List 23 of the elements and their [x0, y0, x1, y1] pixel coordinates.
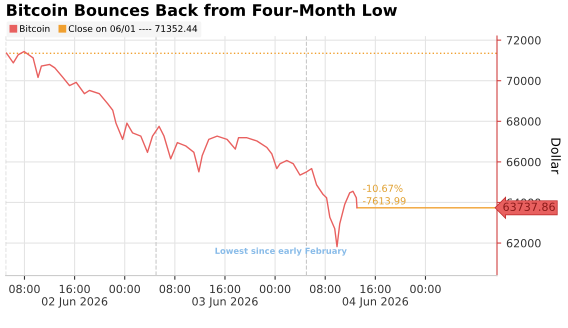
y-tick-label: 62000 — [506, 239, 541, 248]
ref-line-label: 63737.86 — [503, 202, 555, 212]
annotation: -10.67% — [362, 184, 403, 192]
x-tick-label: 00:00 — [260, 284, 290, 294]
chart-title: Bitcoin Bounces Back from Four-Month Low — [7, 4, 397, 16]
y-tick-label: 70000 — [506, 76, 541, 86]
x-tick-label: 16:00 02 Jun 2026 — [42, 284, 108, 308]
x-tick-label: 08:00 — [9, 284, 40, 294]
x-tick-label: 00:00 — [410, 284, 441, 294]
legend-label: Close on 06/01 ---- 71352.44 — [68, 25, 198, 33]
x-tick-label: 16:00 04 Jun 2026 — [342, 284, 408, 308]
x-tick-label: 08:00 — [310, 284, 340, 294]
annotation: -7613.99 — [362, 197, 406, 205]
y-tick-label: 66000 — [506, 158, 541, 166]
y-tick-label: 72000 — [506, 36, 541, 45]
x-tick-label: 00:00 — [109, 284, 140, 294]
legend-label: Bitcoin — [20, 25, 50, 32]
x-tick-label: 08:00 — [160, 284, 190, 294]
y-axis-title: Dollar — [551, 138, 561, 174]
x-tick-label: 16:00 03 Jun 2026 — [192, 284, 258, 308]
annotation: Lowest since early February — [215, 248, 347, 256]
y-tick-label: 68000 — [506, 117, 541, 126]
line-series — [6, 50, 358, 248]
